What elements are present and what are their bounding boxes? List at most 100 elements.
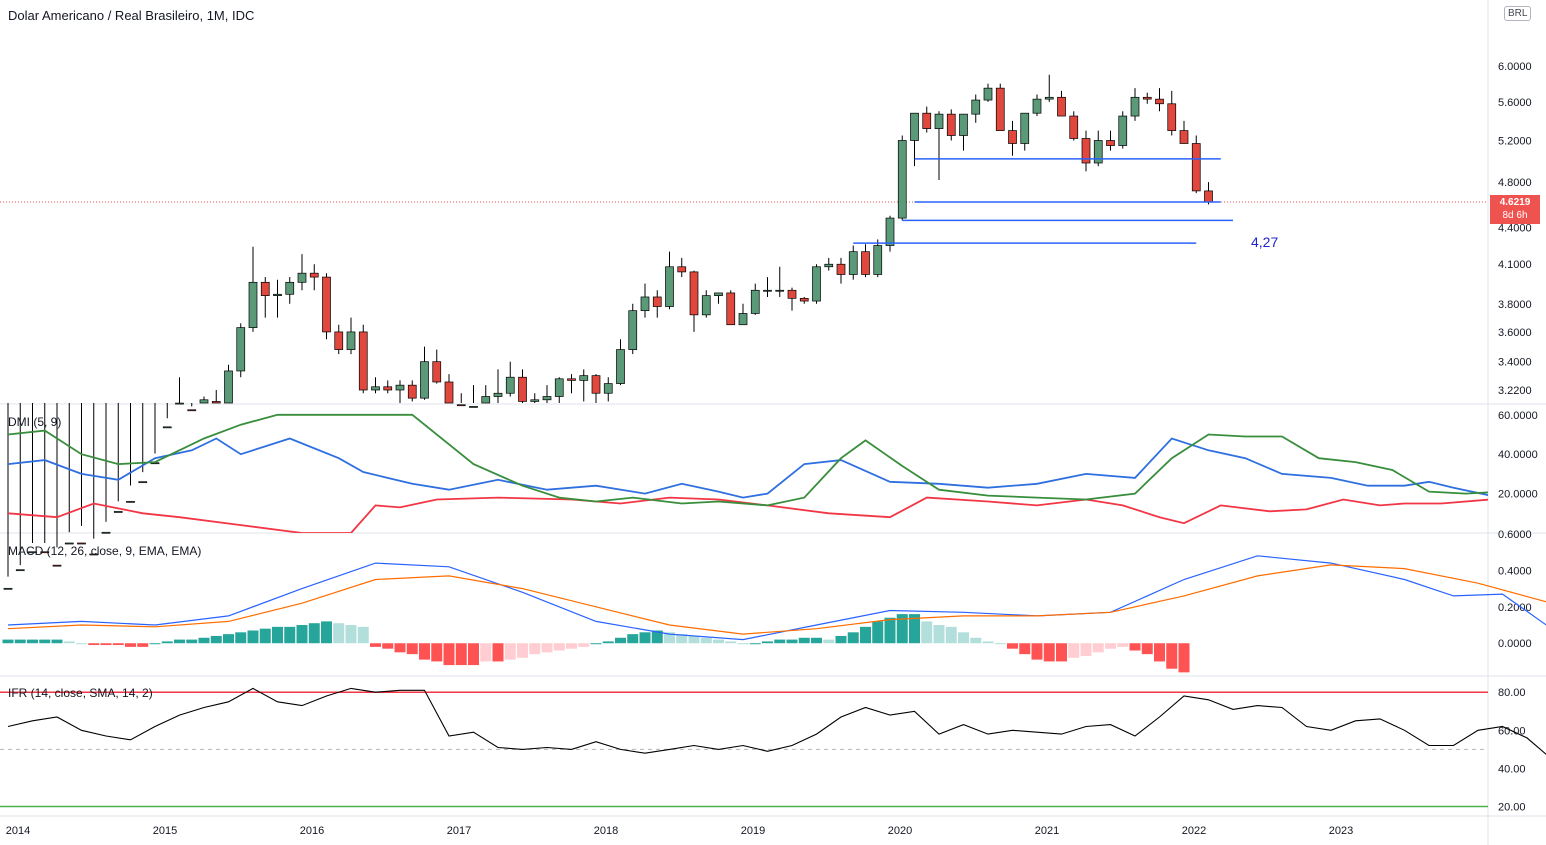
macd-histogram-bar [198, 637, 210, 644]
macd-histogram-bar [382, 643, 394, 649]
price-tick-label: 6.0000 [1498, 61, 1532, 73]
candle-body [297, 272, 307, 283]
macd-histogram-bar [664, 632, 675, 644]
price-tick-label: 3.2200 [1498, 385, 1532, 397]
candle-body [444, 381, 454, 404]
macd-histogram-bar [615, 637, 626, 644]
time-axis-label: 2022 [1182, 825, 1206, 837]
candle-body [273, 293, 282, 296]
macd-histogram-bar [1007, 643, 1018, 649]
candle-body [175, 402, 184, 405]
macd-histogram-bar [480, 643, 492, 662]
candle-body [738, 313, 748, 326]
candle-body [322, 276, 331, 333]
candle-body [420, 361, 429, 399]
macd-pane-label[interactable]: MACD (12, 26, close, 9, EMA, EMA) [8, 544, 202, 558]
macd-histogram-bar [737, 643, 749, 645]
candle-body [959, 113, 968, 136]
candle-body [1008, 130, 1017, 144]
dmi-di-line [7, 496, 1488, 533]
macd-histogram-bar [235, 632, 247, 644]
bar-countdown: 8d 6h [1502, 210, 1528, 221]
candle-body [824, 263, 834, 268]
candle-body [358, 331, 368, 391]
macd-histogram-bar [63, 641, 75, 644]
macd-histogram-bar [357, 626, 369, 644]
candle-body [603, 383, 613, 394]
macd-histogram-bar [1129, 643, 1141, 651]
macd-histogram-bar [259, 628, 271, 644]
macd-histogram-bar [504, 643, 516, 660]
candle-body [285, 281, 295, 295]
candle-body [812, 266, 821, 302]
dmi-tick-label: 40.0000 [1498, 449, 1538, 461]
macd-histogram-bar [492, 643, 504, 662]
macd-histogram-bar [333, 623, 345, 644]
currency-badge[interactable]: BRL [1504, 6, 1532, 21]
candle-body [187, 409, 197, 412]
macd-histogram-bar [517, 643, 528, 658]
ifr-tick-label: 40.00 [1498, 763, 1526, 775]
macd-histogram-bar [149, 643, 161, 645]
macd-histogram-bar [186, 639, 198, 644]
dmi-tick-label: 20.0000 [1498, 489, 1538, 501]
macd-histogram-bar [651, 630, 663, 644]
macd-histogram-bar [321, 621, 332, 644]
candle-body [1044, 96, 1054, 100]
candle-body [211, 401, 221, 404]
candle-body [873, 245, 883, 275]
price-tick-label: 3.6000 [1498, 327, 1532, 339]
macd-histogram-bar [566, 643, 577, 649]
candle-body [530, 399, 540, 402]
candle-body [469, 406, 478, 408]
macd-histogram-bar [468, 643, 479, 666]
macd-histogram-bar [602, 641, 614, 644]
candle-body [726, 292, 736, 326]
price-tick-label: 4.8000 [1498, 177, 1532, 189]
dmi-pane-label[interactable]: DMI (5, 9) [8, 415, 62, 429]
candle-body [763, 289, 772, 292]
macd-histogram-bar [945, 626, 957, 644]
price-tick-label: 4.1000 [1498, 259, 1532, 271]
candle-body [995, 87, 1005, 131]
ifr-tick-label: 20.00 [1498, 801, 1526, 813]
candle-body [456, 404, 466, 407]
macd-histogram-bar [247, 630, 259, 644]
candle-body [616, 349, 625, 384]
macd-histogram-bar [860, 626, 871, 644]
price-tick-label: 5.6000 [1498, 97, 1532, 109]
macd-histogram-bar [688, 635, 700, 644]
last-price-tag: 4.6219 8d 6h [1490, 195, 1540, 224]
macd-histogram-bar [1080, 643, 1092, 656]
ifr-pane-label[interactable]: IFR (14, close, SMA, 14, 2) [8, 686, 153, 700]
candle-body [28, 551, 37, 554]
candle-body [567, 378, 576, 381]
candle-body [689, 271, 699, 316]
macd-histogram-bar [578, 643, 590, 647]
macd-histogram-bar [847, 632, 859, 644]
candle-body [199, 399, 209, 404]
last-price-value: 4.6219 [1499, 197, 1531, 208]
macd-histogram-bar [553, 643, 565, 651]
macd-histogram-bar [296, 625, 308, 644]
candle-body [946, 113, 956, 136]
macd-histogram-bar [774, 639, 786, 644]
dmi-di-line [7, 437, 1488, 499]
candle-body [309, 272, 319, 278]
candle-body [910, 112, 919, 141]
candle-body [701, 295, 711, 316]
candle-body [334, 331, 344, 350]
candle-body [236, 327, 246, 372]
candle-body [224, 370, 233, 404]
macd-histogram-bar [125, 643, 136, 647]
macd-histogram-bar [835, 635, 847, 644]
candle-body [787, 289, 797, 299]
macd-histogram-bar [137, 643, 149, 647]
time-axis-label: 2015 [153, 825, 177, 837]
candle-body [1155, 98, 1164, 105]
macd-histogram-bar [786, 639, 798, 644]
macd-histogram-bar [370, 643, 381, 647]
macd-histogram-bar [272, 626, 283, 644]
macd-histogram-bar [1141, 643, 1153, 655]
